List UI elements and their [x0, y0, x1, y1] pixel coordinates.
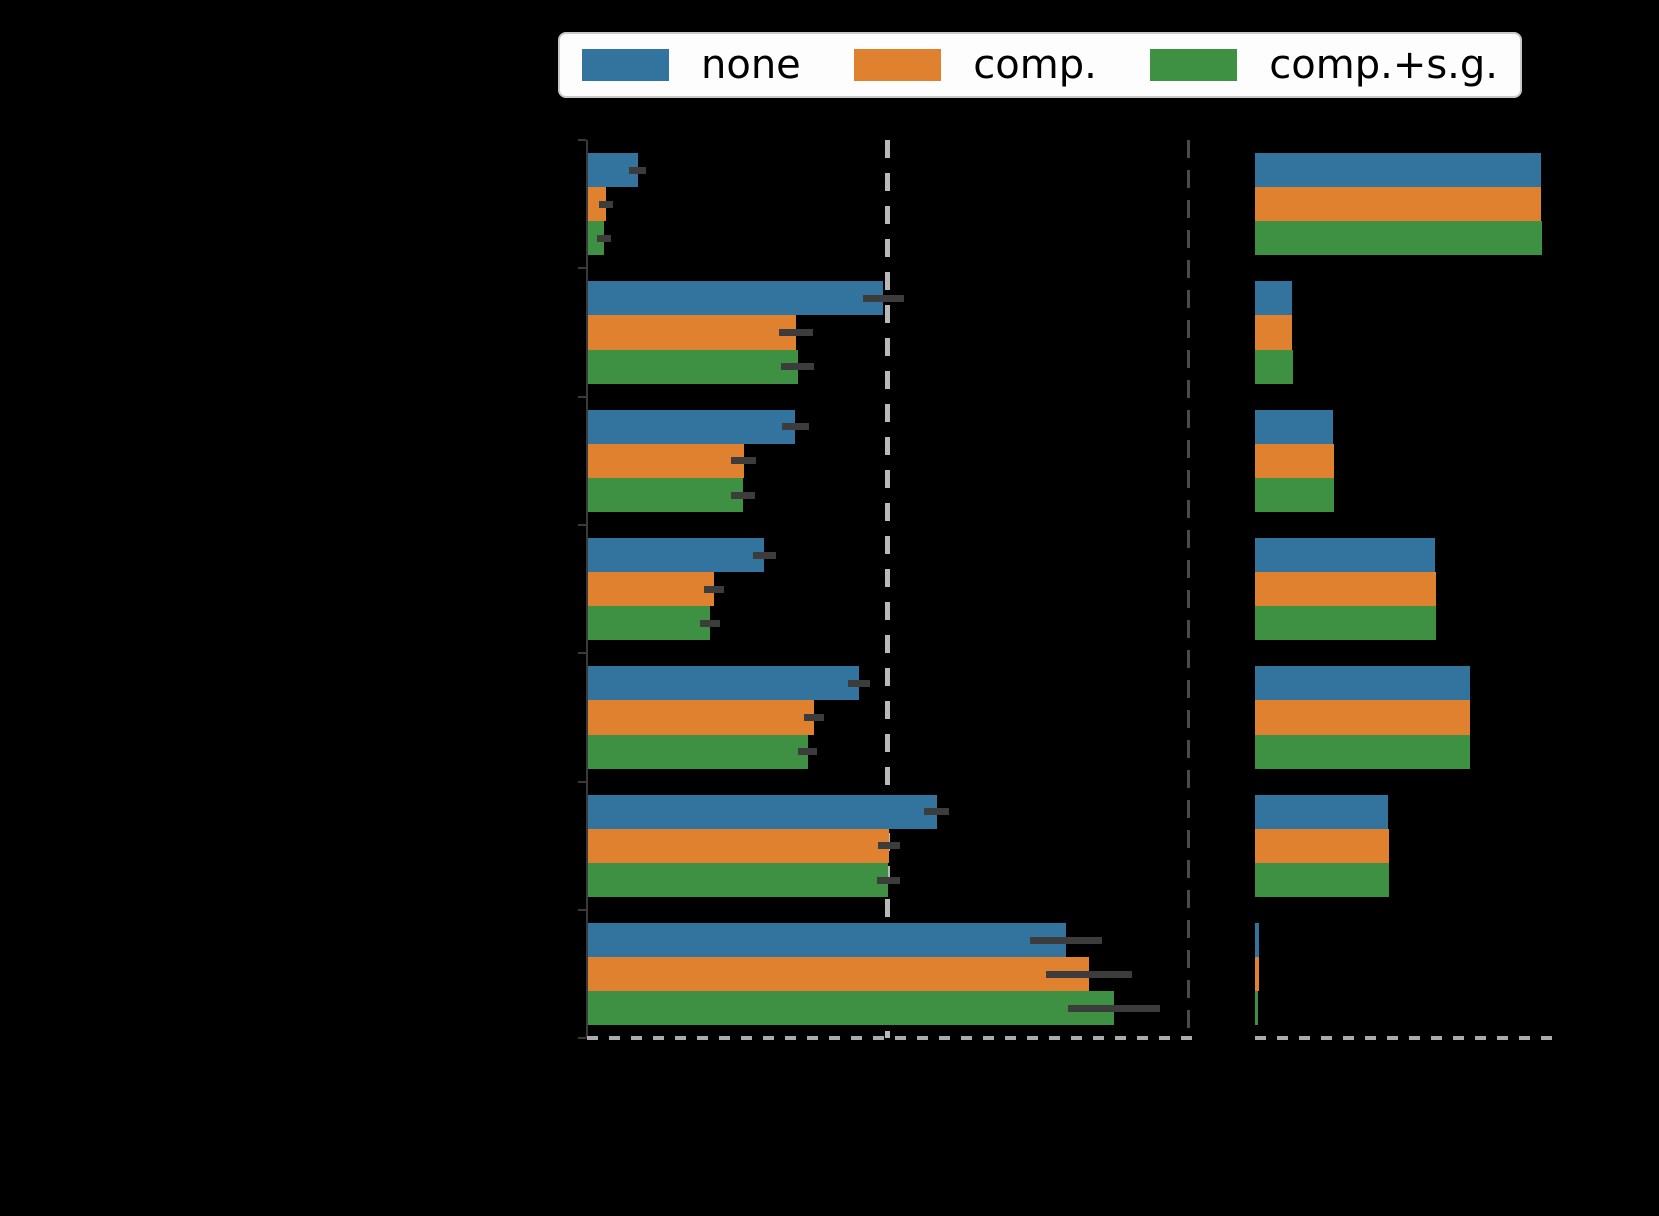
bar-right-group6-comp	[1255, 828, 1389, 863]
bar-right-group2-none	[1255, 281, 1292, 316]
bar-right-group1-comp-s-g	[1255, 221, 1542, 256]
bar-right-group6-comp-s-g	[1255, 863, 1389, 898]
errorbar-left-group5-comp-s-g	[798, 748, 818, 756]
bar-right-group4-comp	[1255, 572, 1436, 607]
legend-swatch-comp	[854, 49, 942, 81]
bar-right-group5-comp	[1255, 700, 1470, 735]
y-axis-tick	[578, 1037, 586, 1039]
errorbar-left-group4-comp	[703, 585, 724, 593]
bar-right-group2-comp	[1255, 315, 1292, 350]
legend-swatch-comp-sg	[1150, 49, 1238, 81]
bar-right-group2-comp-s-g	[1255, 349, 1293, 384]
panel-divider-dashed-line	[1187, 140, 1190, 1038]
errorbar-left-group7-comp-s-g	[1068, 1004, 1160, 1012]
bar-left-group6-comp-s-g	[588, 863, 888, 898]
bar-left-group7-none	[588, 922, 1066, 958]
errorbar-left-group6-comp	[878, 842, 901, 850]
bar-right-group7-comp-s-g	[1255, 991, 1258, 1026]
bar-left-group1-comp	[588, 187, 606, 222]
errorbar-left-group1-comp-s-g	[597, 234, 612, 242]
bar-left-group5-comp	[588, 700, 814, 735]
bar-right-group4-comp-s-g	[1255, 606, 1436, 641]
legend-label-comp: comp.	[973, 42, 1097, 88]
legend-item-comp: comp.	[854, 45, 1097, 85]
errorbar-left-group3-comp	[731, 457, 756, 465]
errorbar-left-group7-comp	[1046, 970, 1132, 978]
bar-right-group7-none	[1255, 922, 1259, 958]
bar-left-group2-comp-s-g	[588, 349, 798, 384]
errorbar-left-group5-comp	[804, 714, 825, 721]
errorbar-left-group5-none	[848, 679, 870, 687]
bar-left-group4-none	[588, 537, 764, 573]
y-axis-tick	[578, 909, 586, 911]
legend: none comp. comp.+s.g.	[558, 32, 1522, 98]
errorbar-left-group6-none	[924, 808, 950, 816]
y-axis-tick	[578, 267, 586, 269]
errorbar-left-group4-comp-s-g	[700, 619, 720, 627]
errorbar-left-group6-comp-s-g	[876, 876, 900, 884]
bar-right-group5-none	[1255, 666, 1470, 701]
bar-right-group3-none	[1255, 409, 1333, 444]
y-axis-tick	[578, 396, 586, 398]
bar-left-group1-comp-s-g	[588, 221, 604, 256]
reference-line	[885, 140, 890, 1038]
bar-left-group6-comp	[588, 828, 889, 863]
bar-left-group2-comp	[588, 315, 796, 350]
bar-left-group4-comp-s-g	[588, 606, 710, 641]
bar-right-group6-none	[1255, 794, 1388, 829]
errorbar-left-group3-comp-s-g	[730, 491, 756, 499]
bar-right-group1-comp	[1255, 187, 1541, 222]
errorbar-left-group3-none	[781, 423, 810, 431]
bar-right-group3-comp	[1255, 443, 1334, 478]
bar-left-group6-none	[588, 794, 937, 829]
bar-left-group5-comp-s-g	[588, 734, 808, 769]
bar-left-group7-comp-s-g	[588, 991, 1114, 1026]
bar-left-group7-comp	[588, 957, 1089, 992]
y-axis-tick	[578, 139, 586, 141]
legend-item-comp-sg: comp.+s.g.	[1150, 45, 1498, 85]
legend-label-comp-sg: comp.+s.g.	[1269, 42, 1498, 88]
bar-left-group5-none	[588, 666, 859, 701]
errorbar-left-group7-none	[1029, 936, 1103, 944]
legend-item-none: none	[582, 45, 801, 85]
bar-left-group4-comp	[588, 572, 714, 607]
errorbar-left-group4-none	[752, 551, 777, 559]
bar-left-group3-none	[588, 409, 795, 444]
bar-left-group3-comp	[588, 443, 744, 478]
left-panel-bottom-spine	[587, 1036, 1192, 1040]
bar-right-group5-comp-s-g	[1255, 734, 1470, 769]
left-axis-spine	[586, 140, 588, 1038]
y-axis-tick	[578, 652, 586, 654]
y-axis-tick	[578, 524, 586, 526]
bar-left-group2-none	[588, 281, 883, 316]
bar-left-group3-comp-s-g	[588, 478, 743, 513]
errorbar-left-group1-none	[629, 166, 647, 174]
errorbar-left-group2-comp-s-g	[781, 363, 815, 371]
errorbar-left-group1-comp	[599, 200, 613, 208]
errorbar-left-group2-none	[862, 294, 904, 302]
bar-right-group4-none	[1255, 537, 1435, 573]
y-axis-tick	[578, 781, 586, 783]
right-panel-bottom-spine	[1255, 1036, 1555, 1040]
legend-swatch-none	[582, 49, 669, 81]
errorbar-left-group2-comp	[778, 329, 814, 336]
bar-right-group1-none	[1255, 152, 1541, 188]
legend-label-none: none	[701, 42, 801, 88]
bar-right-group7-comp	[1255, 957, 1259, 992]
bar-right-group3-comp-s-g	[1255, 478, 1334, 513]
